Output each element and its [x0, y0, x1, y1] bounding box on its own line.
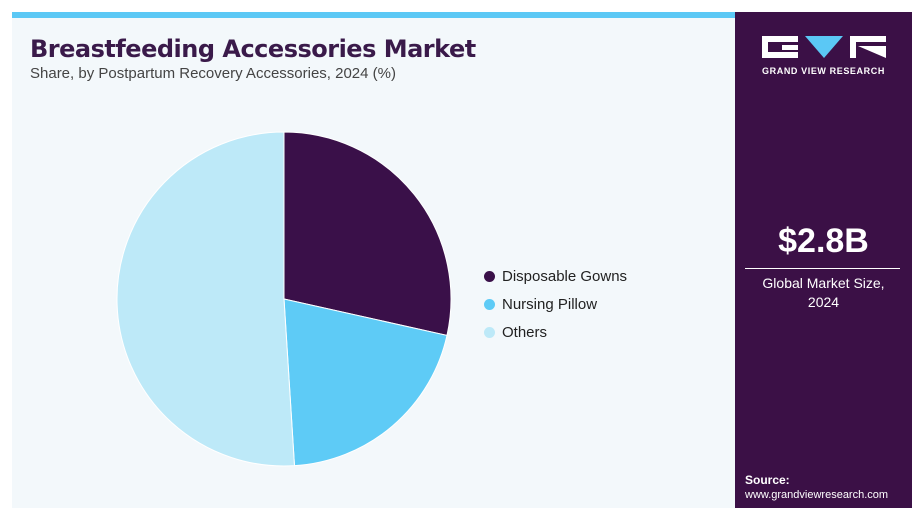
market-size-label: Global Market Size, 2024 [735, 274, 912, 312]
source-url: www.grandviewresearch.com [745, 489, 889, 501]
pie-slice-disposable-gowns [283, 131, 452, 337]
pie-slice-others [116, 131, 296, 467]
grand-view-research-logo [762, 36, 886, 58]
accent-bar [12, 12, 735, 18]
legend-swatch [484, 270, 495, 282]
legend-item-others: Others [484, 318, 627, 346]
chart-title: Breastfeeding Accessories Market [30, 35, 476, 63]
market-size-value: $2.8B [778, 222, 869, 260]
divider [745, 268, 900, 269]
chart-subtitle: Share, by Postpartum Recovery Accessorie… [30, 65, 396, 82]
legend-swatch [484, 326, 495, 338]
legend-label: Disposable Gowns [502, 267, 628, 285]
legend: Disposable Gowns Nursing Pillow Others [484, 262, 627, 346]
sidebar: GRAND VIEW RESEARCH $2.8B Global Market … [735, 12, 912, 508]
legend-item-disposable-gowns: Disposable Gowns [484, 262, 627, 290]
pie-slice-nursing-pillow [283, 298, 448, 467]
brand-name: GRAND VIEW RESEARCH [762, 66, 885, 76]
legend-label: Nursing Pillow [502, 295, 598, 313]
pie-chart [116, 131, 452, 467]
market-label-line2: 2024 [807, 294, 840, 310]
market-label-line1: Global Market Size, [762, 275, 885, 291]
legend-label: Others [502, 323, 548, 341]
source-label: Source: [745, 473, 790, 487]
chart-panel: Breastfeeding Accessories Market Share, … [12, 18, 735, 508]
legend-swatch [484, 298, 495, 310]
legend-item-nursing-pillow: Nursing Pillow [484, 290, 627, 318]
